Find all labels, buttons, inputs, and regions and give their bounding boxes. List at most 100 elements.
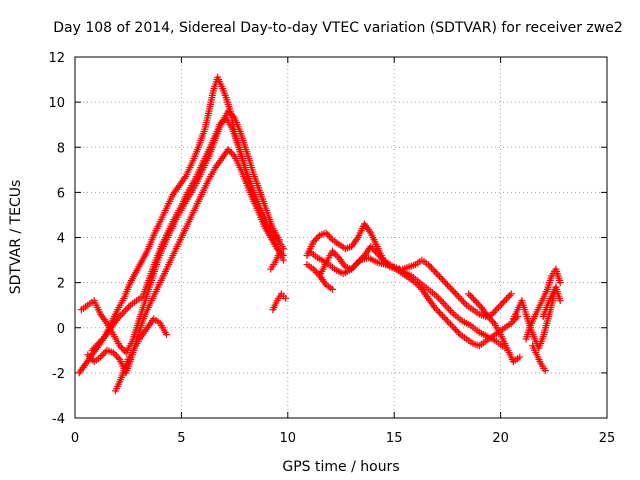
- data-point: [280, 256, 288, 264]
- data-point-fill: [445, 283, 453, 291]
- data-point-fill: [469, 295, 477, 303]
- x-axis-label: GPS time / hours: [282, 459, 399, 475]
- data-point-fill: [485, 314, 493, 322]
- data-point-fill: [90, 345, 98, 353]
- data-point-fill: [448, 286, 456, 294]
- data-point-fill: [115, 313, 123, 321]
- data-point-fill: [438, 298, 446, 306]
- data-point-fill: [313, 268, 321, 276]
- data-point-fill: [506, 292, 514, 300]
- x-tick-label: 25: [599, 431, 616, 446]
- data-point-fill: [442, 279, 450, 287]
- data-point-fill: [311, 236, 319, 244]
- data-point: [224, 107, 232, 115]
- data-point-fill: [461, 299, 469, 307]
- data-point: [309, 265, 317, 273]
- data-point: [484, 312, 492, 320]
- y-tick-label: 0: [57, 322, 65, 337]
- data-point-fill: [502, 295, 510, 303]
- data-point: [450, 288, 458, 296]
- data-point-fill: [372, 248, 380, 256]
- data-point-fill: [446, 307, 454, 315]
- data-point: [494, 303, 502, 311]
- data-point: [424, 261, 432, 269]
- data-point-fill: [219, 117, 227, 125]
- data-point-fill: [435, 309, 443, 317]
- data-point: [437, 274, 445, 282]
- data-point: [309, 238, 317, 246]
- x-tick-label: 20: [492, 431, 509, 446]
- data-point-fill: [443, 303, 451, 311]
- data-point: [516, 353, 524, 361]
- data-point-fill: [474, 300, 482, 308]
- data-point-fill: [122, 306, 130, 314]
- data-point-fill: [229, 112, 237, 120]
- data-point-fill: [117, 311, 125, 319]
- data-point: [556, 279, 564, 287]
- data-point-fill: [432, 269, 440, 277]
- data-point-fill: [111, 350, 119, 358]
- data-point: [224, 146, 232, 154]
- data-point-fill: [434, 307, 442, 315]
- data-point-fill: [453, 327, 461, 335]
- chart-title: Day 108 of 2014, Sidereal Day-to-day VTE…: [53, 20, 623, 36]
- data-point: [328, 285, 336, 293]
- data-point-fill: [217, 119, 225, 127]
- data-point-fill: [435, 272, 443, 280]
- y-tick-label: -4: [52, 412, 65, 427]
- data-point-fill: [434, 294, 442, 302]
- data-point-fill: [226, 147, 234, 155]
- data-point-fill: [499, 298, 507, 306]
- data-points: [75, 73, 564, 395]
- data-point-fill: [440, 299, 448, 307]
- data-point-fill: [370, 246, 378, 254]
- x-tick-label: 5: [177, 431, 185, 446]
- data-point: [431, 267, 439, 275]
- data-point-fill: [87, 354, 95, 362]
- data-point-fill: [453, 291, 461, 299]
- data-point: [97, 353, 105, 361]
- data-point-fill: [324, 231, 332, 239]
- data-point-fill: [468, 293, 476, 301]
- data-point-fill: [98, 351, 106, 359]
- y-tick-label: 4: [57, 232, 65, 247]
- data-point-fill: [426, 262, 434, 270]
- data-point-fill: [118, 310, 126, 318]
- data-point-fill: [311, 267, 319, 275]
- data-point-fill: [447, 284, 455, 292]
- data-point: [114, 315, 122, 323]
- data-point-fill: [226, 109, 234, 117]
- data-point: [456, 294, 464, 302]
- data-point-fill: [496, 302, 504, 310]
- y-axis-label: SDTVAR / TECUs: [8, 180, 24, 295]
- data-point: [443, 281, 451, 289]
- data-point: [109, 349, 117, 357]
- data-point: [322, 229, 330, 237]
- data-point: [471, 297, 479, 305]
- data-point-fill: [368, 244, 376, 252]
- data-point-fill: [332, 250, 340, 258]
- data-point-fill: [436, 296, 444, 304]
- data-point: [507, 290, 515, 298]
- data-point: [443, 317, 451, 325]
- data-point-fill: [439, 276, 447, 284]
- data-point: [367, 243, 375, 251]
- data-point-fill: [96, 338, 104, 346]
- data-point: [84, 351, 92, 359]
- data-point-fill: [439, 312, 447, 320]
- data-point: [116, 342, 124, 350]
- data-point-fill: [100, 350, 108, 358]
- data-point-fill: [376, 253, 384, 261]
- x-tick-label: 15: [386, 431, 403, 446]
- data-point-fill: [473, 298, 481, 306]
- data-point: [120, 308, 128, 316]
- x-tick-label: 10: [280, 431, 297, 446]
- data-point-fill: [491, 307, 499, 315]
- data-point: [441, 301, 449, 309]
- data-point-fill: [498, 300, 506, 308]
- data-point-fill: [125, 303, 133, 311]
- y-tick-label: 12: [48, 51, 65, 66]
- data-point: [282, 294, 290, 302]
- data-point-fill: [451, 325, 459, 333]
